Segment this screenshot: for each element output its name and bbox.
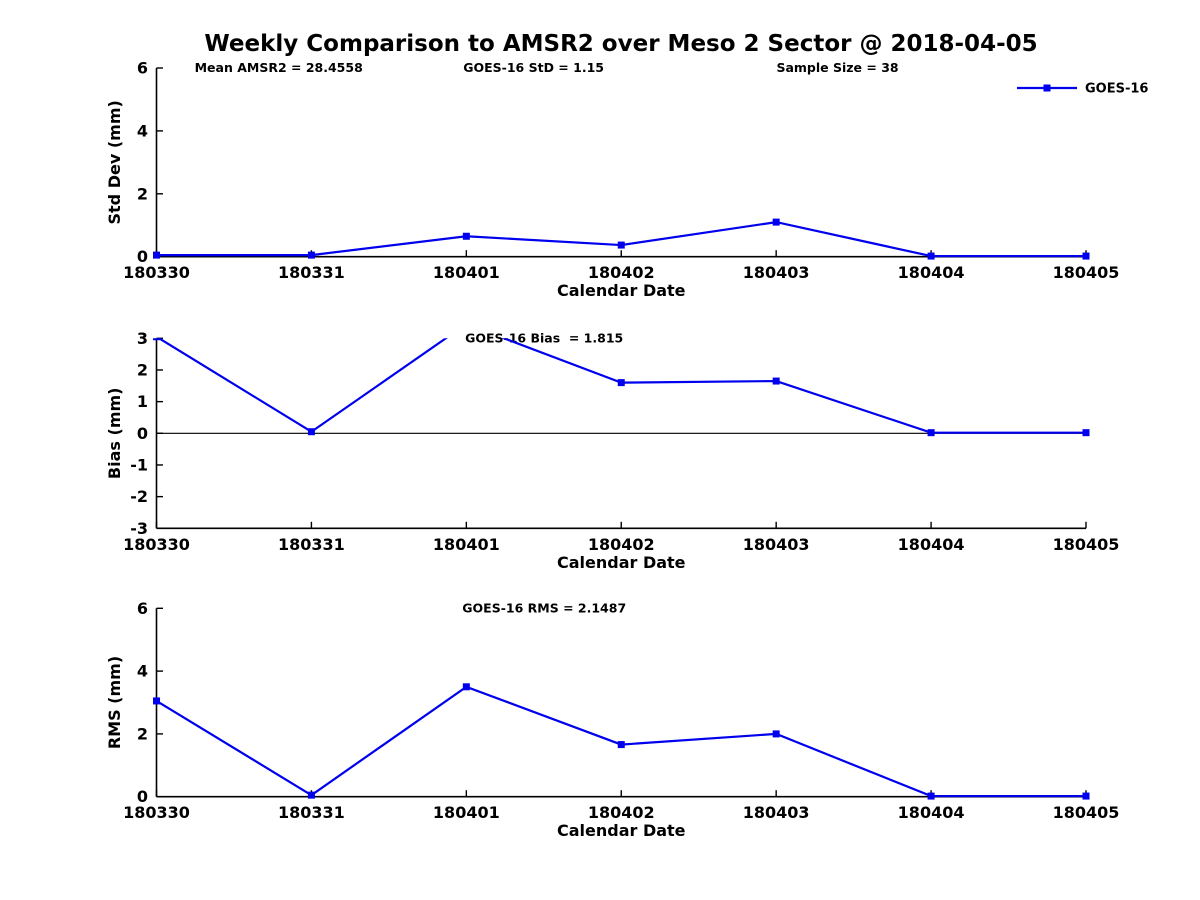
subplot-annotation: Mean AMSR2 = 28.4558 bbox=[195, 60, 363, 75]
x-tick-label: 180401 bbox=[433, 803, 500, 822]
data-point-marker bbox=[307, 791, 315, 799]
x-tick-label: 180330 bbox=[123, 535, 190, 554]
data-point-marker bbox=[153, 697, 160, 705]
data-point-marker bbox=[1082, 252, 1090, 260]
subplot-annotation: GOES-16 RMS = 2.1487 bbox=[462, 600, 626, 615]
y-tick-label: -1 bbox=[130, 455, 148, 474]
y-tick-label: 1 bbox=[137, 392, 148, 411]
x-tick-label: 180402 bbox=[588, 263, 655, 282]
y-tick-label: 6 bbox=[137, 599, 148, 618]
x-tick-label: 180401 bbox=[433, 535, 500, 554]
legend-marker bbox=[1043, 84, 1051, 92]
y-tick-label: 6 bbox=[137, 59, 148, 78]
y-tick-label: -2 bbox=[130, 487, 148, 506]
data-point-marker bbox=[927, 792, 935, 800]
data-point-marker bbox=[617, 741, 625, 749]
x-axis-label: Calendar Date bbox=[557, 821, 686, 840]
x-tick-label: 180403 bbox=[743, 535, 810, 554]
data-series bbox=[153, 321, 1090, 437]
y-tick-label: 2 bbox=[137, 360, 148, 379]
data-point-marker bbox=[617, 379, 625, 387]
x-tick-label: 180330 bbox=[123, 263, 190, 282]
std-dev-subplot: 0 2 4 6 180330 180331 180401 180402 180403 180404… bbox=[105, 59, 1148, 301]
legend-label: GOES-16 bbox=[1085, 82, 1148, 97]
y-tick-label: 2 bbox=[137, 724, 148, 743]
y-axis-label: Bias (mm) bbox=[105, 388, 124, 480]
y-tick-label: 3 bbox=[137, 329, 148, 348]
data-point-marker bbox=[772, 218, 780, 226]
data-point-marker bbox=[153, 251, 160, 259]
subplot-annotation: GOES-16 Bias = 1.815 bbox=[465, 330, 623, 345]
x-tick-label: 180401 bbox=[433, 263, 500, 282]
subplot-annotation: Sample Size = 38 bbox=[776, 60, 898, 75]
chart-title: Weekly Comparison to AMSR2 over Meso 2 S… bbox=[204, 31, 1038, 57]
y-tick-label: 4 bbox=[137, 662, 148, 681]
data-point-marker bbox=[307, 428, 315, 436]
data-point-marker bbox=[927, 429, 935, 437]
x-tick-label: 180404 bbox=[898, 263, 965, 282]
data-point-marker bbox=[307, 251, 315, 259]
y-tick-label: 0 bbox=[137, 247, 148, 266]
rms-subplot: 0 2 4 6 180330 180331 180401 180402 180403 180404… bbox=[105, 599, 1119, 840]
data-point-marker bbox=[772, 730, 780, 738]
x-tick-label: 180405 bbox=[1053, 263, 1120, 282]
y-tick-label: 4 bbox=[137, 121, 148, 140]
y-tick-label: 0 bbox=[137, 787, 148, 806]
data-series bbox=[153, 683, 1090, 800]
x-tick-label: 180404 bbox=[898, 803, 965, 822]
x-tick-label: 180405 bbox=[1053, 535, 1120, 554]
legend: GOES-16 bbox=[1017, 82, 1148, 97]
y-axis-label: RMS (mm) bbox=[105, 656, 124, 749]
data-point-marker bbox=[153, 338, 160, 341]
x-tick-label: 180331 bbox=[278, 803, 345, 822]
x-tick-label: 180404 bbox=[898, 535, 965, 554]
data-point-marker bbox=[617, 241, 625, 249]
data-point-marker bbox=[462, 683, 470, 691]
data-point-marker bbox=[1082, 429, 1090, 437]
x-axis-label: Calendar Date bbox=[557, 281, 686, 300]
x-tick-label: 180402 bbox=[588, 803, 655, 822]
x-tick-label: 180403 bbox=[743, 803, 810, 822]
y-axis-label: Std Dev (mm) bbox=[105, 100, 124, 224]
x-axis-label: Calendar Date bbox=[557, 553, 686, 572]
data-point-marker bbox=[463, 321, 470, 328]
y-tick-label: 0 bbox=[137, 424, 148, 443]
y-tick-label: -3 bbox=[130, 519, 148, 538]
data-point-marker bbox=[1082, 792, 1090, 800]
x-tick-label: 180330 bbox=[123, 803, 190, 822]
x-tick-label: 180403 bbox=[743, 263, 810, 282]
bias-subplot: -3 -2 -1 0 1 2 3 180330 180331 180401 180402 180403… bbox=[105, 321, 1120, 572]
data-point-marker bbox=[772, 377, 780, 385]
data-point-marker bbox=[927, 252, 935, 260]
data-series bbox=[153, 218, 1090, 260]
data-point-marker bbox=[462, 232, 470, 240]
x-tick-label: 180331 bbox=[278, 535, 345, 554]
x-tick-label: 180405 bbox=[1053, 803, 1120, 822]
subplot-annotation: GOES-16 StD = 1.15 bbox=[463, 60, 604, 75]
x-tick-label: 180402 bbox=[588, 535, 655, 554]
x-tick-label: 180331 bbox=[278, 263, 345, 282]
y-tick-label: 2 bbox=[137, 184, 148, 203]
